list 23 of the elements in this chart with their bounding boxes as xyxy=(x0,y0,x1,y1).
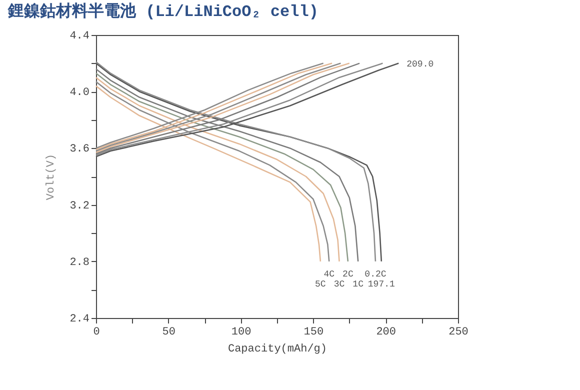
x-tick-label: 0 xyxy=(93,326,100,338)
x-tick-label: 250 xyxy=(448,326,468,338)
annotation: 209.0 xyxy=(406,59,434,70)
annotation: 1C xyxy=(352,279,364,290)
annotation: 2C xyxy=(342,269,354,280)
annotation: 0.2C xyxy=(364,269,387,280)
chart-title: 鋰鎳鈷材料半電池 (Li/LiNiCoO₂ cell) xyxy=(7,2,318,21)
y-tick-label: 2.8 xyxy=(70,256,90,269)
y-tick-label: 2.4 xyxy=(70,314,90,326)
annotation: 4C xyxy=(324,269,336,280)
x-tick-label: 50 xyxy=(162,326,176,338)
y-tick-label: 3.6 xyxy=(70,144,90,156)
annotation: 197.1 xyxy=(368,279,395,290)
x-tick-label: 100 xyxy=(231,326,252,338)
y-tick-label: 4.0 xyxy=(70,87,90,100)
x-tick-label: 150 xyxy=(304,326,324,338)
annotation: 3C xyxy=(334,279,346,290)
x-axis-title: Capacity(mAh/g) xyxy=(228,344,328,356)
annotation: 5C xyxy=(315,279,326,290)
y-tick-label: 4.4 xyxy=(70,30,90,42)
x-tick-label: 200 xyxy=(376,326,396,338)
y-tick-label: 3.2 xyxy=(70,200,90,212)
y-axis-title: Volt(V) xyxy=(46,154,58,200)
